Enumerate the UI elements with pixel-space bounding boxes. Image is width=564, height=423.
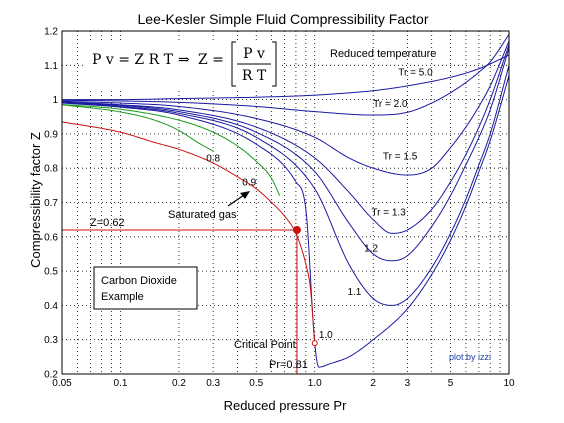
example-box-line2: Example [101,291,144,303]
data-series [61,34,510,368]
saturated-gas-arrowhead [240,191,250,199]
x-axis-label: Reduced pressure Pr [224,398,348,413]
y-tick-label: 0.4 [44,301,58,312]
curve-labels: Tr = 5.0 Tr = 2.0 Tr = 1.5 Tr = 1.3 1.2 1.1 1.… [206,68,433,341]
markers [292,225,318,347]
series-line-tr-5-0 [62,54,510,101]
highlight-lines [62,229,298,374]
formula: P v = Z R T ⇒ Z = P v R T [86,40,282,90]
y-tick-label: 0.8 [44,164,58,175]
y-tick-labels: 0.2 0.3 0.4 0.5 0.6 0.7 0.8 0.9 1 1.1 1.2 [44,27,58,381]
formula-bracket-left [231,41,236,87]
y-tick-label: 0.9 [44,129,58,140]
series-line-0-8 [61,104,214,152]
plot-frame [61,30,510,375]
formula-lhs: P v = Z R T [92,52,174,68]
x-tick-label: 10 [503,378,515,389]
formula-bracket-right [272,41,277,87]
x-tick-label: 1.0 [308,378,322,389]
y-tick-label: 0.5 [44,267,58,278]
series-line-tr-1-5 [61,41,510,176]
curve-label: Tr = 1.5 [383,152,418,163]
y-tick-label: 1 [52,95,58,106]
curve-label: Tr = 1.3 [371,207,406,218]
x-tick-label: 5 [448,378,454,389]
formula-denominator: R T [242,68,267,84]
y-axis-label: Compressibility factor Z [28,132,43,268]
z-value-label: Z=0.62 [90,217,125,229]
y-tick-label: 0.2 [44,370,58,381]
curve-label: 0.9 [242,177,256,188]
series-line-1-0 [61,75,510,368]
y-tick-label: 1.1 [44,61,58,72]
reduced-temperature-label: Reduced temperature [330,48,436,60]
curve-label: 1.1 [347,287,361,298]
x-tick-labels: 0.05 0.1 0.2 0.3 0.5 1.0 2 3 5 10 [52,378,515,389]
series-line-1-2 [61,48,510,262]
curve-label: Tr = 5.0 [398,68,433,79]
series-line-tr-1-3 [61,44,510,234]
y-tick-label: 0.7 [44,198,58,209]
x-tick-label: 2 [370,378,376,389]
saturated-gas-label: Saturated gas [168,209,237,221]
example-box-line1: Carbon Dioxide [101,275,177,287]
x-tick-label: 0.2 [172,378,186,389]
curve-label: Tr = 2.0 [373,99,408,110]
credit-label: plot by izzi [449,352,491,362]
x-tick-label: 0.1 [114,378,128,389]
critical-point-label: Critical Point [234,339,296,351]
formula-numerator: P v [243,46,265,62]
formula-z-eq: Z = [198,52,224,68]
x-tick-label: 0.3 [206,378,220,389]
pr-value-label: Pr=0.81 [269,359,308,371]
x-tick-label: 3 [405,378,411,389]
series-line-tr-2-0 [61,34,510,116]
saturated-point-marker [292,225,301,234]
critical-point-marker [311,340,318,347]
curve-label: 1.2 [364,243,378,254]
y-tick-label: 0.6 [44,232,58,243]
formula-arrow: ⇒ [178,52,190,68]
y-tick-label: 1.2 [44,27,58,38]
series-line-saturated-gas [61,121,316,344]
chart-title: Lee-Kesler Simple Fluid Compressibility … [138,11,429,27]
x-tick-label: 0.5 [249,378,263,389]
series-line-0-9 [61,103,281,196]
curve-label: 0.8 [206,153,220,164]
x-tick-label: 0.05 [52,378,72,389]
series-line-1-1 [61,65,510,306]
example-box [93,266,198,310]
curve-label: 1.0 [319,330,333,341]
y-tick-label: 0.3 [44,335,58,346]
